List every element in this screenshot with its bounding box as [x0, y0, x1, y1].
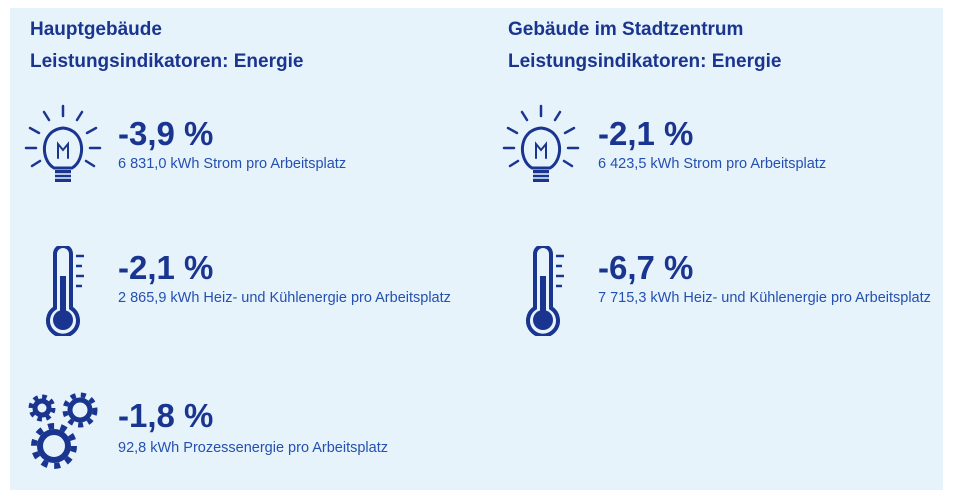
kpi-description: 7 715,3 kWh Heiz- und Kühlenergie pro Ar…: [598, 290, 931, 306]
kpi-description: 2 865,9 kWh Heiz- und Kühlenergie pro Ar…: [118, 290, 451, 306]
thermometer-icon: [46, 246, 86, 336]
kpi-description: 6 831,0 kWh Strom pro Arbeitsplatz: [118, 156, 347, 172]
kpi-value: -1,8 %: [118, 397, 214, 434]
bulb-icon: [502, 104, 580, 184]
column-title: Gebäude im Stadtzentrum: [508, 19, 744, 40]
column-title: Hauptgebäude: [30, 19, 162, 40]
panel: [10, 8, 943, 490]
kpi-value: -2,1 %: [598, 115, 694, 152]
thermometer-icon: [526, 246, 566, 336]
kpi-description: 6 423,5 kWh Strom pro Arbeitsplatz: [598, 156, 827, 172]
kpi-description: 92,8 kWh Prozessenergie pro Arbeitsplatz: [118, 440, 388, 456]
kpi-value: -2,1 %: [118, 249, 214, 286]
kpi-value: -3,9 %: [118, 115, 214, 152]
column-subtitle: Leistungsindikatoren: Energie: [30, 51, 304, 72]
kpi-value: -6,7 %: [598, 249, 694, 286]
bulb-icon: [24, 104, 102, 184]
column-subtitle: Leistungsindikatoren: Energie: [508, 51, 782, 72]
gears-icon: [20, 388, 110, 478]
